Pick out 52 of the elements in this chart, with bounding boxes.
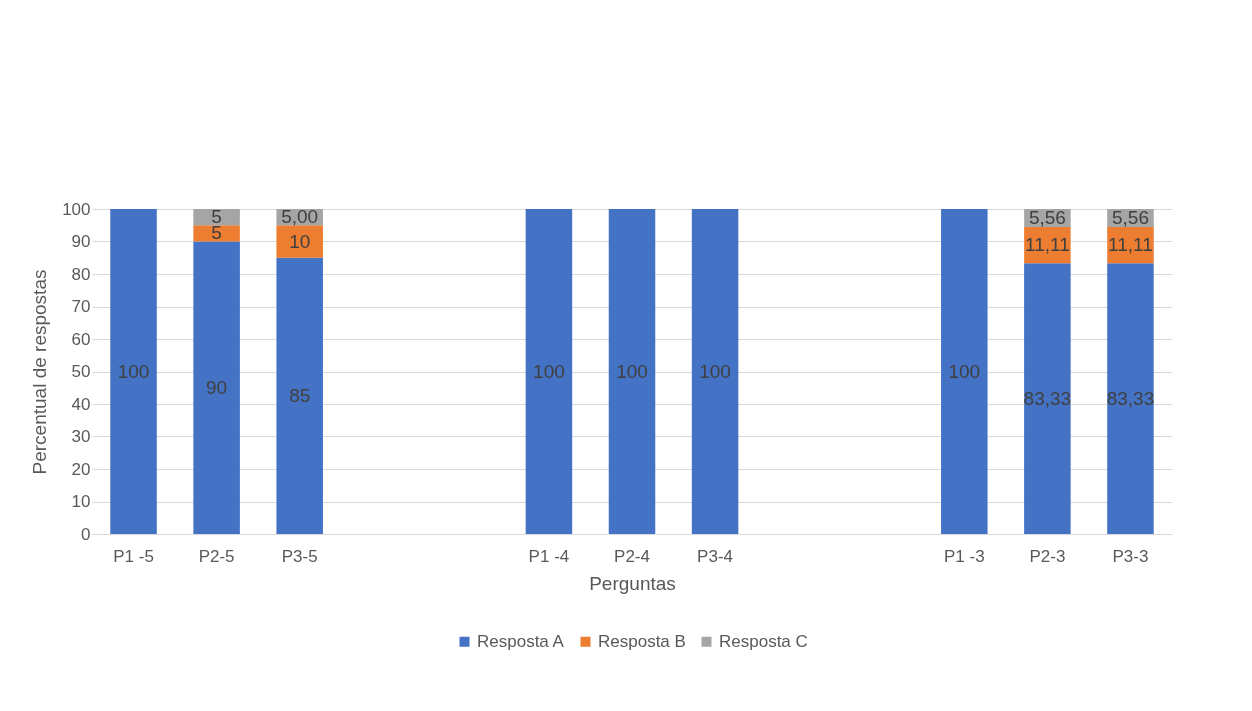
data-label: 11,11 (1108, 234, 1153, 256)
y-tick-label: 50 (71, 362, 91, 381)
data-label: 100 (948, 360, 981, 382)
x-tick-label: P1 -5 (113, 546, 154, 566)
x-axis-title: Perguntas (589, 572, 676, 594)
bar (276, 257, 323, 534)
y-tick-label: 0 (81, 524, 91, 544)
bar (1024, 263, 1071, 534)
data-label: 100 (699, 360, 731, 382)
y-tick-label: 10 (71, 492, 91, 511)
data-label: 5,56 (1028, 207, 1066, 229)
data-label: 85 (289, 384, 311, 406)
data-label: 100 (533, 360, 565, 382)
y-tick-label: 40 (71, 394, 91, 414)
data-label: 90 (206, 376, 228, 398)
x-tick-label: P1 -3 (943, 546, 985, 566)
data-label: 10 (289, 230, 311, 252)
x-tick-label: P3-3 (1112, 546, 1149, 566)
bar (276, 225, 323, 258)
y-tick-label: 90 (71, 232, 91, 251)
x-tick-label: P2-5 (198, 546, 235, 566)
y-tick-label: 80 (71, 264, 91, 284)
data-label: 83,33 (1106, 387, 1155, 409)
data-label: 5,56 (1111, 207, 1149, 229)
bar (193, 225, 240, 242)
y-tick-label: 30 (71, 427, 91, 446)
y-tick-label: 20 (71, 459, 91, 479)
bar (525, 209, 573, 534)
bar (691, 209, 739, 534)
data-label: 83,33 (1023, 387, 1072, 409)
y-tick-label: 70 (71, 297, 91, 316)
bar (193, 241, 240, 534)
data-label: 11,11 (1025, 234, 1070, 256)
data-label: 100 (616, 360, 648, 382)
legend-label: Resposta B (598, 631, 686, 651)
data-label: 5 (211, 222, 222, 244)
bar (941, 209, 988, 534)
x-tick-label: P3-4 (697, 546, 734, 566)
x-tick-label: P2-4 (614, 546, 650, 566)
y-axis-title: Percentual de respostas (29, 269, 51, 475)
y-tick-label: 60 (71, 329, 91, 349)
y-tick-label: 100 (62, 199, 91, 219)
data-label: 100 (117, 360, 150, 382)
data-label: 5,00 (281, 206, 319, 228)
x-tick-label: P2-3 (1029, 546, 1066, 566)
x-tick-label: P1 -4 (528, 546, 570, 566)
x-tick-label: P3-5 (281, 546, 318, 566)
legend-label: Resposta C (719, 631, 808, 651)
bar (110, 209, 157, 534)
legend-label: Resposta A (477, 631, 565, 651)
bar (1107, 263, 1154, 534)
bar (608, 209, 656, 534)
